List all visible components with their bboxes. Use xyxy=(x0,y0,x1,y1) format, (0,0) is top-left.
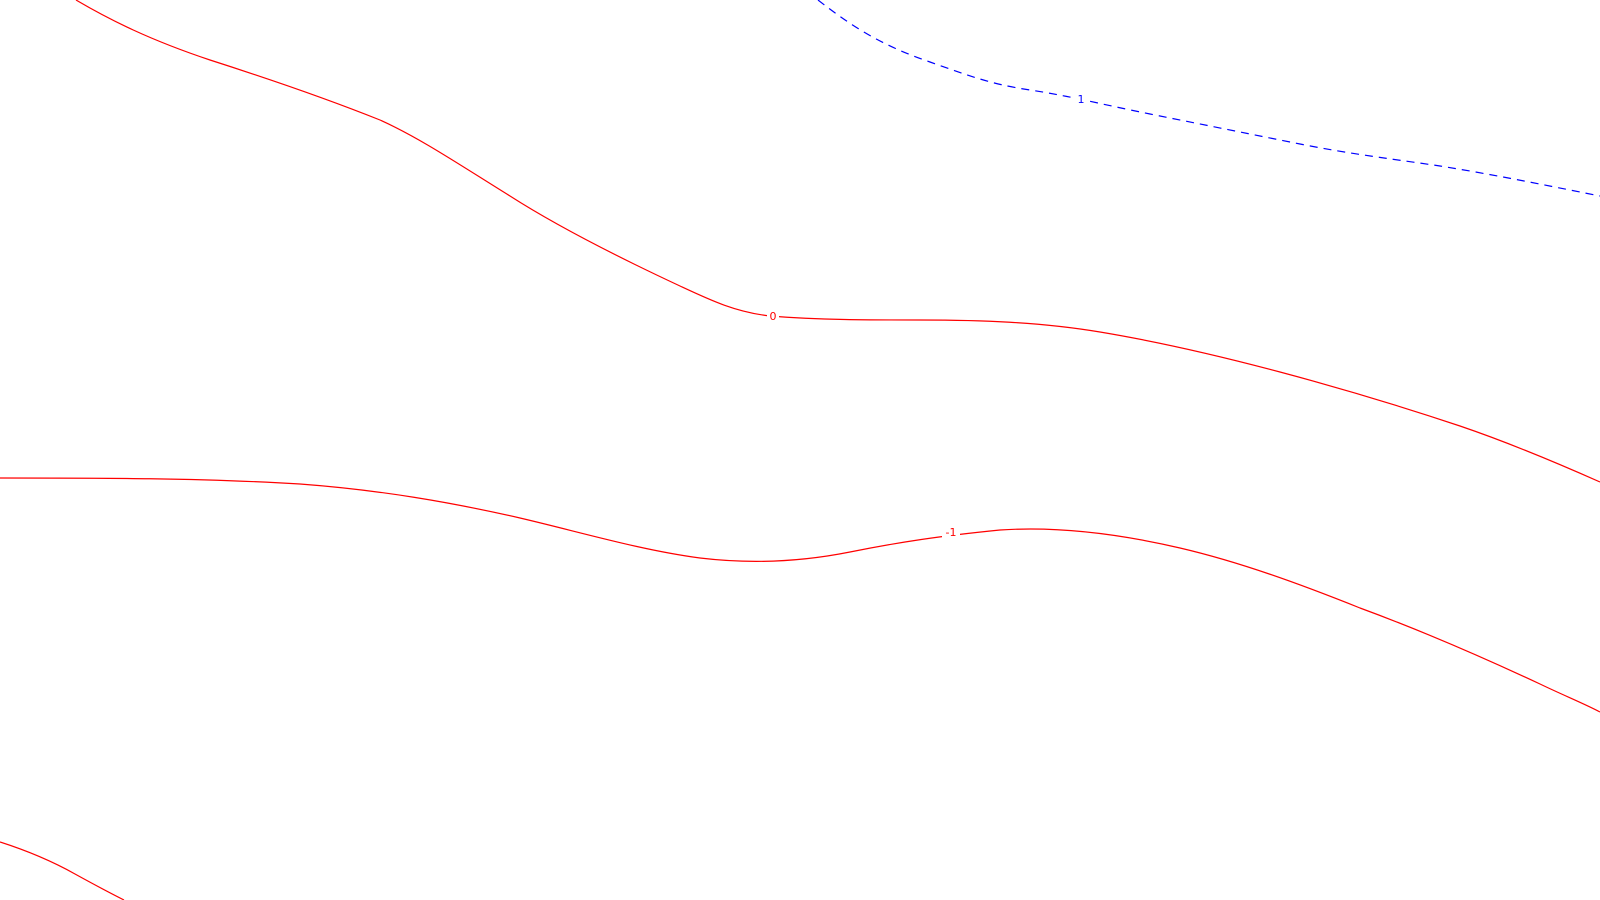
contour-path xyxy=(817,0,1600,197)
contour-path xyxy=(0,477,1600,713)
contour-path xyxy=(75,0,1600,483)
contour-line-minus-2 xyxy=(0,841,125,900)
contour-label-bg xyxy=(1075,93,1087,107)
contour-line-0: 0 xyxy=(75,0,1600,483)
contour-line-1: 1 xyxy=(817,0,1600,197)
contour-label: 1 xyxy=(1078,93,1085,106)
contour-path xyxy=(0,841,125,900)
contour-label-bg xyxy=(942,526,960,540)
contour-label: -1 xyxy=(946,526,957,539)
contour-line-minus-1: -1 xyxy=(0,477,1600,713)
contour-label-bg xyxy=(767,310,779,324)
contour-label: 0 xyxy=(770,310,777,323)
